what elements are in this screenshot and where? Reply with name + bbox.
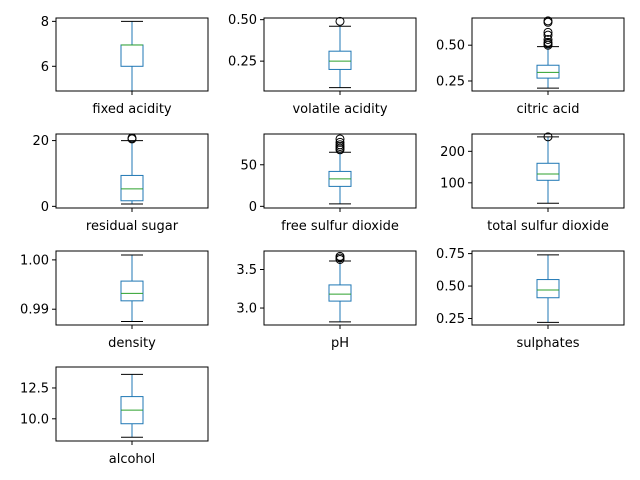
y-tick-label: 0	[249, 200, 257, 215]
y-tick-label: 8	[41, 15, 49, 30]
y-tick-label: 0.25	[228, 55, 257, 70]
outlier-point	[543, 37, 553, 47]
iqr-box	[536, 162, 560, 181]
category-label-fixed-acidity: fixed acidity	[92, 102, 172, 117]
category-label-ph: pH	[331, 336, 349, 351]
panel-citric-acid: 0.25 0.50 citric acid	[436, 16, 625, 117]
y-tick-label: 3.5	[236, 263, 257, 278]
category-label-sulphates: sulphates	[517, 336, 580, 351]
y-tick-label: 0.50	[436, 280, 465, 295]
panel-alcohol: 10.0 12.5 alcohol	[20, 366, 209, 467]
category-label-density: density	[108, 336, 156, 351]
iqr-box	[536, 64, 560, 79]
outlier-point	[335, 137, 345, 147]
outlier-point	[335, 251, 345, 261]
iqr-box	[536, 279, 560, 299]
outlier-point	[543, 30, 553, 40]
iqr-box	[120, 44, 144, 67]
category-label-volatile-acidity: volatile acidity	[292, 102, 387, 117]
outlier-point	[543, 16, 553, 26]
category-label-free-sulfur-dioxide: free sulfur dioxide	[281, 219, 399, 234]
y-tick-label: 10.0	[20, 412, 49, 427]
y-tick-label: 200	[440, 145, 465, 160]
y-tick-label: 0.50	[228, 13, 257, 28]
panel-sulphates: 0.25 0.50 0.75 sulphates	[436, 247, 625, 351]
y-tick-label: 0.25	[436, 74, 465, 89]
y-tick-label: 3.0	[236, 302, 257, 317]
iqr-box	[120, 174, 144, 202]
y-tick-label: 1.00	[20, 253, 49, 268]
iqr-box	[328, 50, 352, 70]
y-tick-label: 100	[440, 176, 465, 191]
y-tick-label: 12.5	[20, 381, 49, 396]
category-label-residual-sugar: residual sugar	[86, 219, 179, 234]
panel-volatile-acidity: 0.25 0.50 volatile acidity	[228, 13, 417, 117]
y-tick-label: 0.99	[20, 303, 49, 318]
y-tick-label: 20	[32, 134, 49, 149]
y-tick-label: 0	[41, 200, 49, 215]
category-label-alcohol: alcohol	[109, 452, 155, 467]
y-tick-label: 50	[240, 158, 257, 173]
y-tick-label: 0.50	[436, 39, 465, 54]
iqr-box	[328, 284, 352, 302]
outlier-point	[335, 16, 345, 26]
y-tick-label: 6	[41, 60, 49, 75]
panel-free-sulfur-dioxide: 0 50 free sulfur dioxide	[240, 133, 417, 234]
panel-total-sulfur-dioxide: 100 200 total sulfur dioxide	[440, 132, 625, 234]
outlier-point	[543, 34, 553, 44]
panel-ph: 3.0 3.5 pH	[236, 250, 417, 351]
outlier-point	[335, 140, 345, 150]
iqr-box	[120, 280, 144, 302]
panel-fixed-acidity: 6 8 fixed acidity	[41, 15, 209, 117]
panel-residual-sugar: 0 20 residual sugar	[32, 133, 209, 234]
outlier-point	[335, 134, 345, 144]
panel-density: 0.99 1.00 density	[20, 250, 209, 351]
outlier-point	[543, 27, 553, 37]
outlier-point	[543, 132, 553, 142]
y-tick-label: 0.75	[436, 247, 465, 262]
y-tick-label: 0.25	[436, 312, 465, 327]
category-label-total-sulfur-dioxide: total sulfur dioxide	[487, 219, 609, 234]
category-label-citric-acid: citric acid	[516, 102, 579, 117]
